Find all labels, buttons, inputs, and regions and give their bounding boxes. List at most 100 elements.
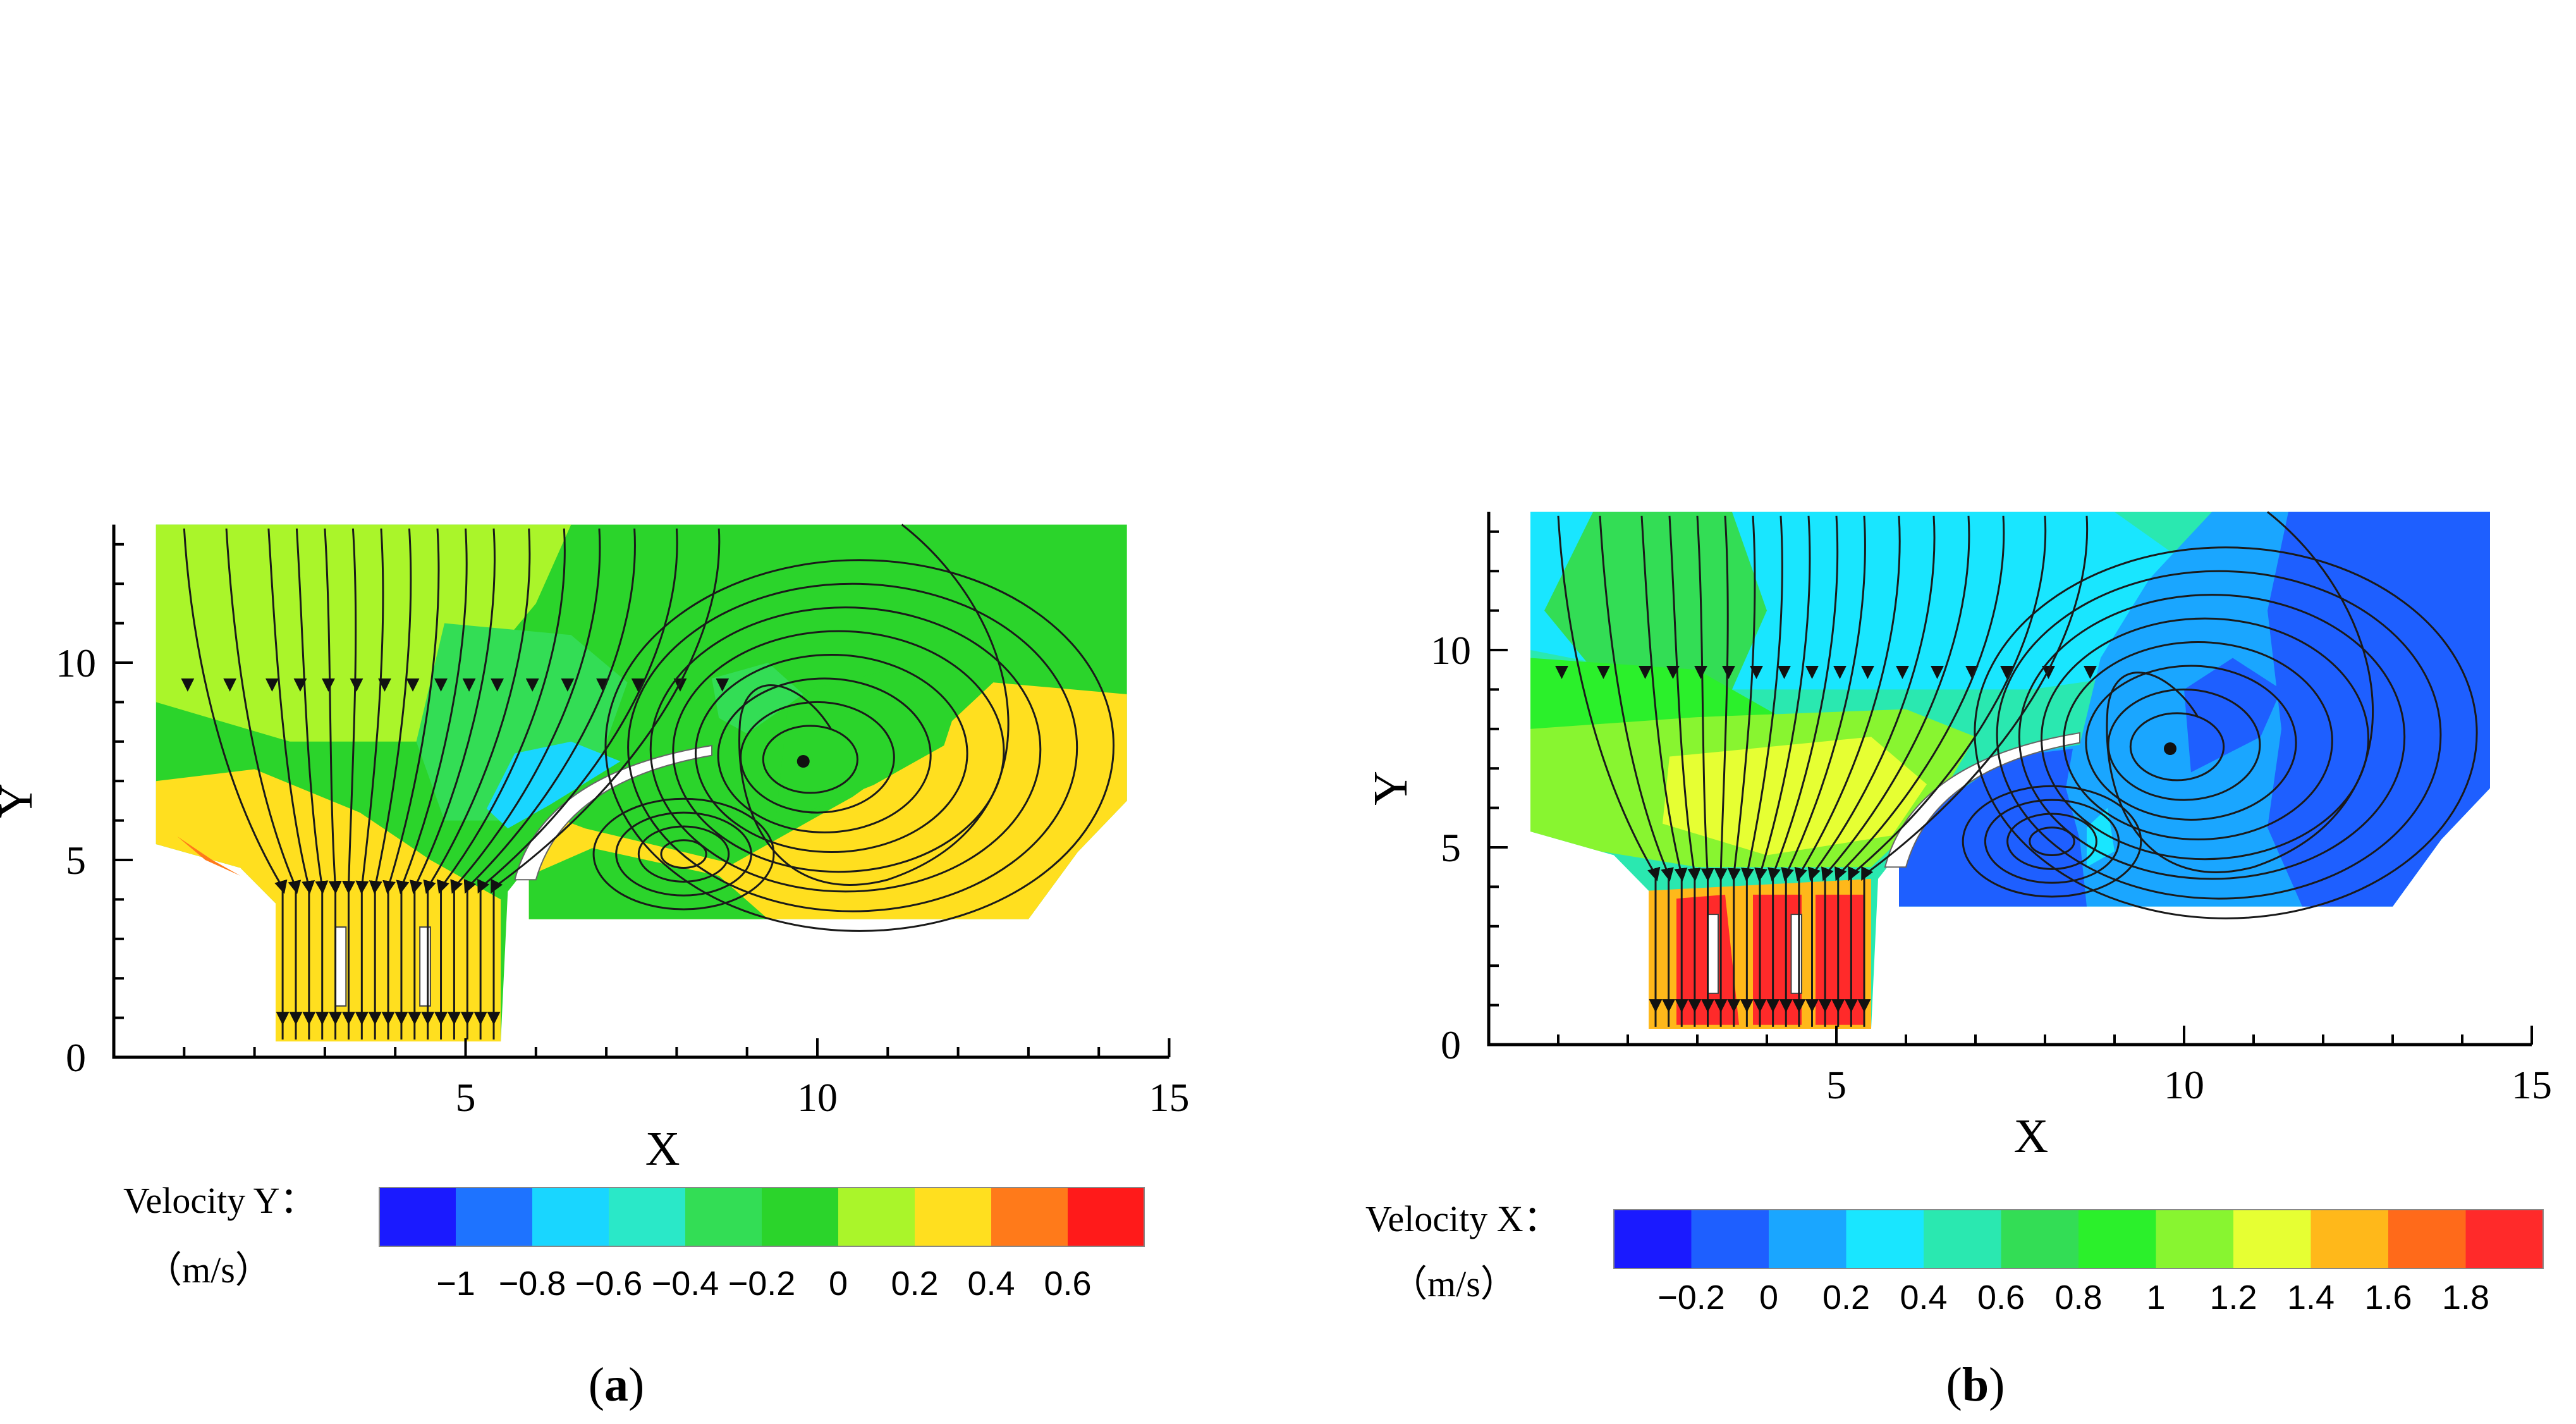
streamline xyxy=(1727,515,1756,1027)
streamline xyxy=(423,528,531,1040)
contour-patch xyxy=(2268,512,2490,907)
colorbar-swatch xyxy=(2156,1210,2234,1268)
y-tick-label: 0 xyxy=(66,1035,86,1080)
x-axis-label: X xyxy=(645,1122,680,1175)
colorbar-swatch xyxy=(2079,1210,2156,1268)
colorbar-tick-label: 0.4 xyxy=(967,1265,1015,1303)
colorbar-swatch xyxy=(532,1188,609,1246)
inlet-blade xyxy=(1707,914,1719,994)
streamline xyxy=(1767,515,1839,1027)
colorbar-tick-label: 1 xyxy=(2146,1279,2165,1317)
contour-patch xyxy=(712,663,803,734)
y-axis-label: Y xyxy=(0,783,42,818)
x-axis-label: X xyxy=(2014,1110,2049,1163)
panel-label-letter: a xyxy=(604,1358,628,1411)
streamline xyxy=(1714,515,1729,1027)
contour-patch xyxy=(1816,894,1864,1025)
streamline xyxy=(1599,515,1674,1027)
vortex-loop xyxy=(2018,594,2406,880)
vortex-loop xyxy=(2129,712,2225,782)
panel-label-open: ( xyxy=(589,1358,604,1411)
contour-patch xyxy=(2184,658,2281,773)
vortex-loop xyxy=(2029,826,2075,856)
colorbar-swatch xyxy=(991,1188,1068,1246)
colorbar-frame xyxy=(379,1187,1145,1247)
colorbar-tick-label: 0.2 xyxy=(891,1265,938,1303)
x-tick-label: 15 xyxy=(1149,1075,1190,1120)
vortex-loop xyxy=(1996,570,2442,900)
contour-field xyxy=(1530,512,2490,1029)
colorbar-title: Velocity Y： xyxy=(123,1180,317,1221)
colorbar-swatch xyxy=(609,1188,686,1246)
streamline xyxy=(463,528,636,1040)
vortex-core xyxy=(797,755,810,768)
vortex-loop xyxy=(649,606,1042,893)
vortex-loop xyxy=(717,677,932,833)
colorbar-swatch xyxy=(2310,1210,2389,1268)
streamline xyxy=(342,528,357,1040)
panel-label-letter: b xyxy=(1962,1358,1989,1411)
x-tick-label: 15 xyxy=(2512,1062,2552,1107)
axes: 5 10 15 0 5 10 X Y xyxy=(1364,512,2552,1163)
streamline xyxy=(1557,515,1661,1027)
colorbar-tick-label: −0.2 xyxy=(728,1265,796,1303)
y-tick-label: 10 xyxy=(56,641,96,685)
colorbar-tick-label: 0 xyxy=(829,1265,848,1303)
x-tick-label: 5 xyxy=(456,1075,476,1120)
x-tick-label: 5 xyxy=(1826,1062,1847,1107)
streamline xyxy=(225,528,302,1040)
streamline xyxy=(450,528,601,1040)
streamlines xyxy=(181,524,1115,1040)
streamline xyxy=(1754,515,1811,1027)
streamlines xyxy=(1555,511,2478,1027)
y-tick-label: 0 xyxy=(1441,1022,1461,1067)
colorbar: Velocity Y： （m/s） −1 −0.8 −0.6 −0.4 −0.2 0 0.2 0.… xyxy=(123,1180,1145,1303)
contour-patch xyxy=(1753,894,1802,1025)
streamline xyxy=(409,528,496,1040)
guide-vane xyxy=(1884,732,2080,868)
vortex-loop xyxy=(694,654,968,854)
streamline xyxy=(477,528,678,1040)
y-tick-label: 10 xyxy=(1431,628,1471,673)
contour-patch xyxy=(528,682,1127,919)
vortex-loop xyxy=(2063,641,2333,841)
vortex-loop xyxy=(2006,813,2097,870)
vortex-loop xyxy=(592,797,775,911)
colorbar-swatch xyxy=(685,1188,762,1246)
streamline xyxy=(1794,515,1901,1027)
contour-patch xyxy=(1544,512,1767,690)
panel-label-open: ( xyxy=(1946,1358,1962,1411)
colorbar-swatch xyxy=(2233,1210,2311,1268)
vortex-loop xyxy=(1962,785,2142,898)
streamline xyxy=(1696,515,1714,1027)
y-tick-label: 5 xyxy=(66,838,86,883)
colorbar-tick-label: 1.6 xyxy=(2364,1279,2412,1317)
vortex-loop xyxy=(660,839,707,869)
streamline xyxy=(1807,515,1936,1027)
streamline xyxy=(1741,515,1783,1027)
colorbar-frame xyxy=(1613,1209,2544,1269)
panel-label: (b) xyxy=(1946,1358,2005,1411)
axes: 5 10 15 0 5 10 X Y xyxy=(0,524,1190,1175)
colorbar-tick-label: 0.6 xyxy=(1044,1265,1091,1303)
x-tick-label: 10 xyxy=(797,1075,838,1120)
colorbar-swatch xyxy=(1924,1210,2001,1268)
streamline xyxy=(382,528,440,1040)
colorbar-swatch xyxy=(838,1188,915,1246)
colorbar-swatch xyxy=(2001,1210,2079,1268)
streamline xyxy=(295,528,329,1040)
colorbar-swatch xyxy=(762,1188,839,1246)
vortex-loop xyxy=(2085,665,2297,821)
colorbar-swatch xyxy=(1691,1210,1769,1268)
streamline xyxy=(1861,515,2089,1027)
colorbar-tick-label: −0.8 xyxy=(499,1265,566,1303)
colorbar-tick-label: 0.4 xyxy=(1900,1279,1947,1317)
colorbar: Velocity X： （m/s） −0.2 0 0.2 0.4 0.6 0.8 1 1.2 1.4… xyxy=(1365,1198,2544,1317)
panel-label-close: ) xyxy=(628,1358,644,1411)
y-tick-label: 5 xyxy=(1441,825,1461,870)
colorbar-unit: （m/s） xyxy=(1391,1263,1517,1304)
streamline xyxy=(369,528,412,1040)
panel-label-close: ) xyxy=(1989,1358,2005,1411)
vortex-loop xyxy=(604,559,1115,932)
